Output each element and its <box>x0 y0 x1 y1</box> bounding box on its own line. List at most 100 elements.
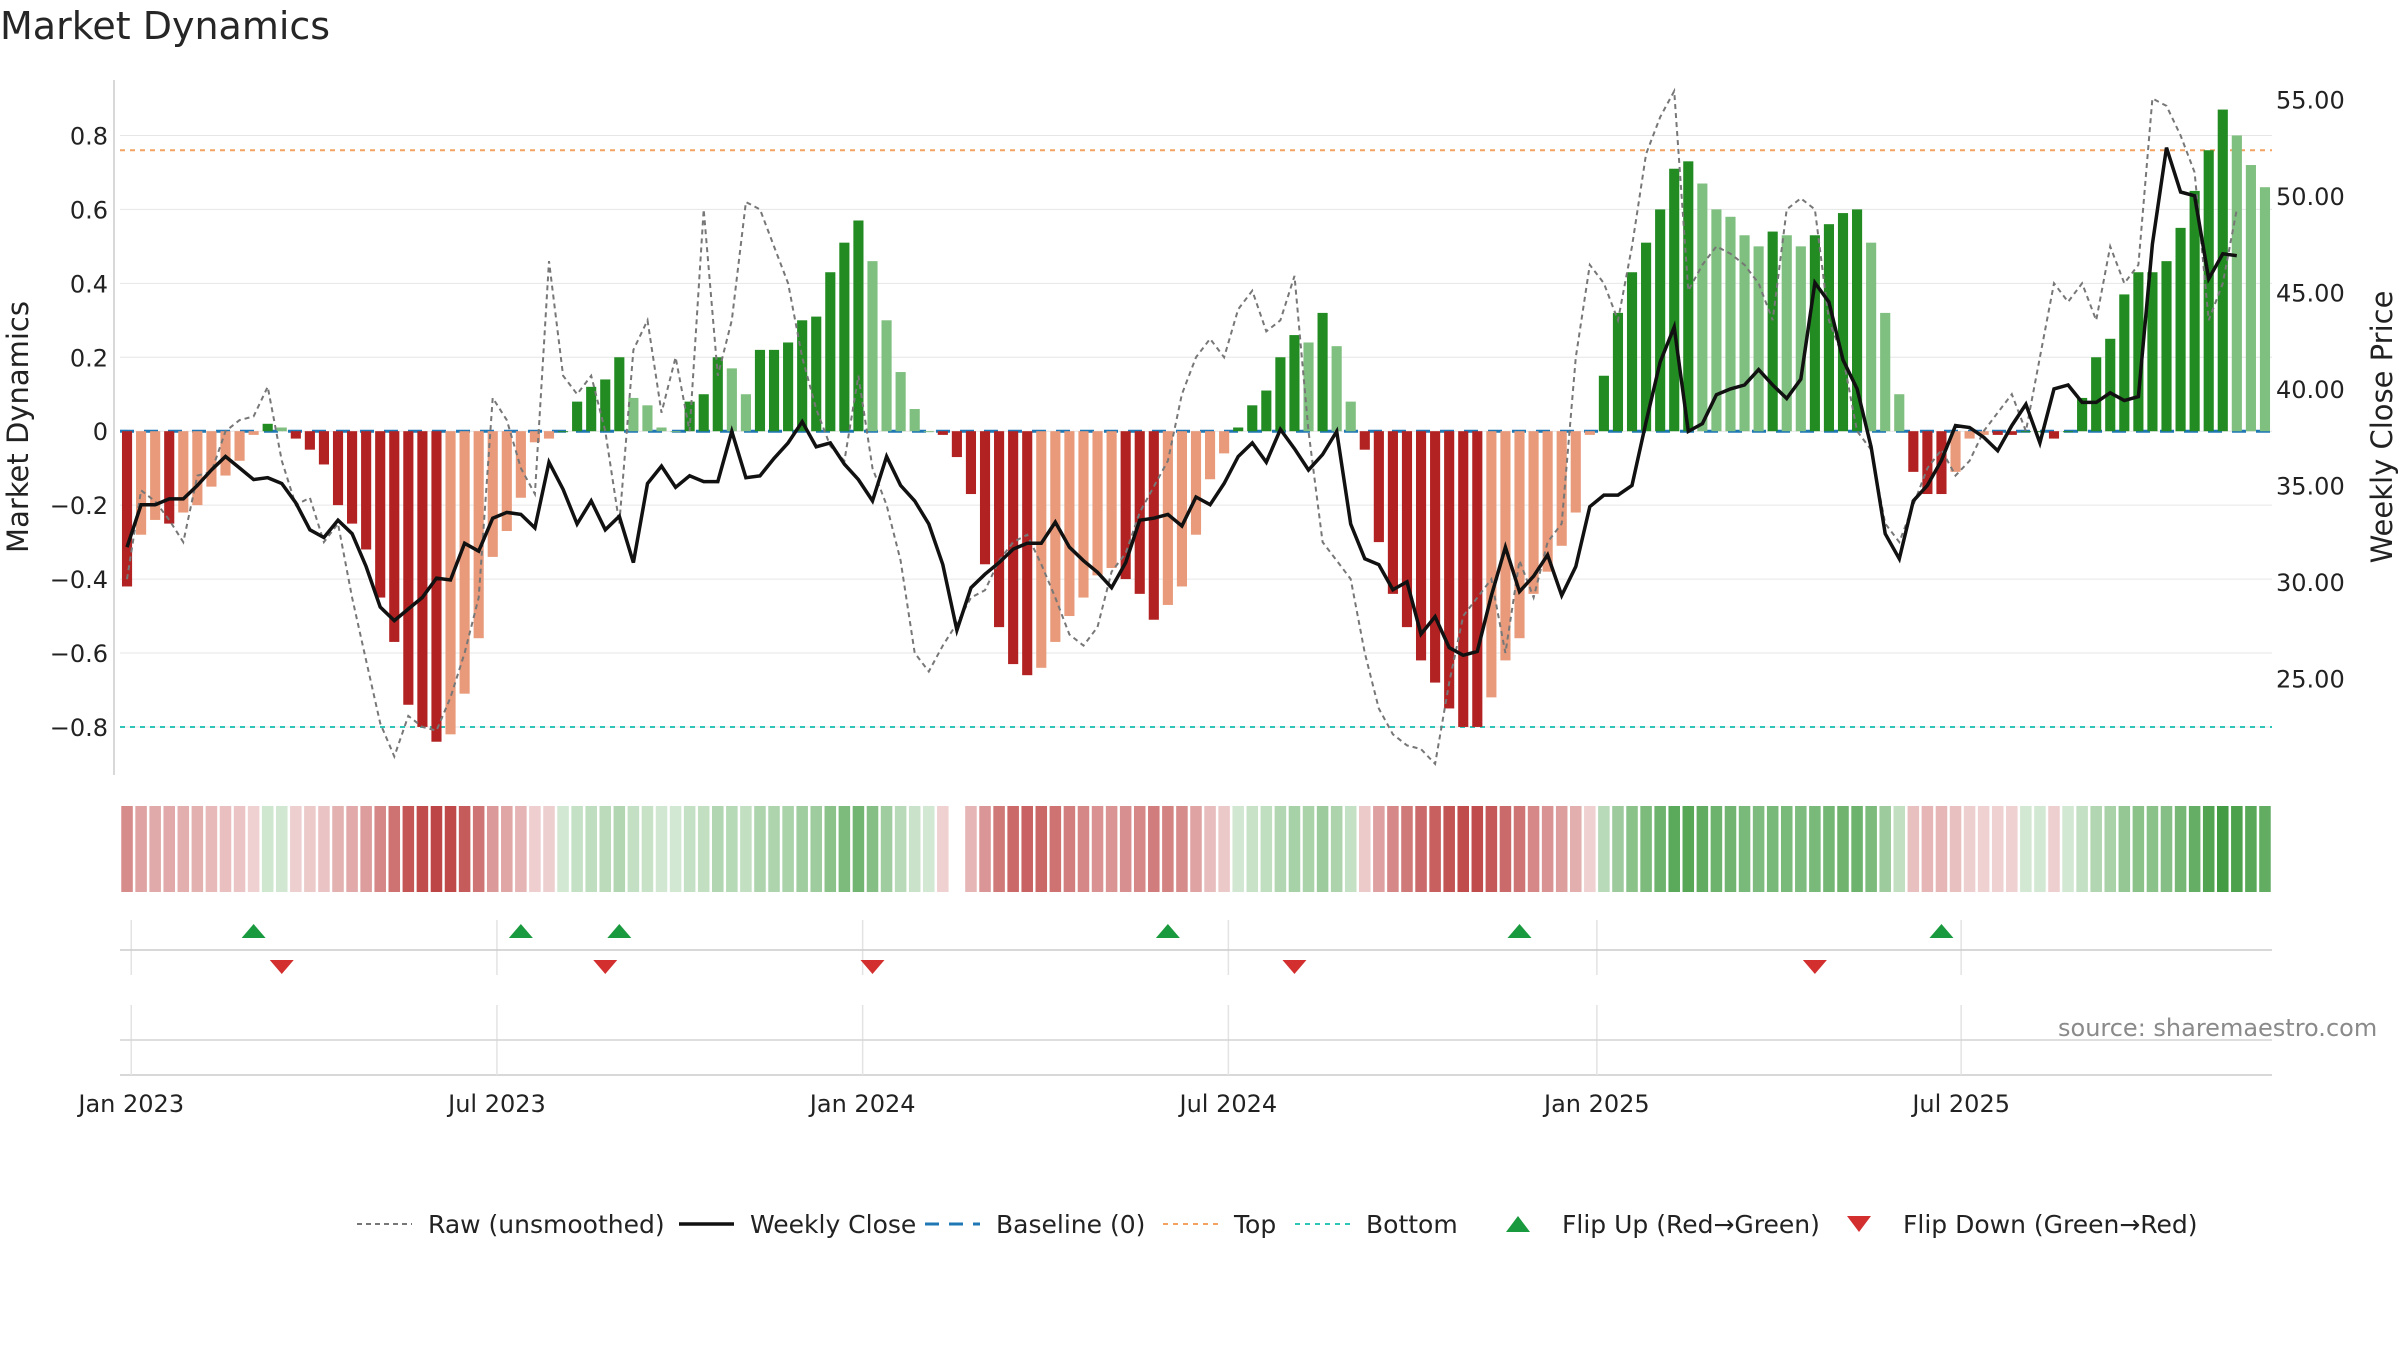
dynamics-bar <box>1683 161 1694 432</box>
dynamics-bar <box>1415 431 1427 661</box>
dynamics-bar <box>1317 312 1328 432</box>
regime-cell <box>1991 806 2004 892</box>
regime-cell <box>2217 806 2229 892</box>
regime-cell <box>2174 806 2187 892</box>
regime-cell <box>1302 806 1315 892</box>
regime-cell <box>683 806 696 892</box>
legend-item-raw: Raw (unsmoothed) <box>357 1210 665 1239</box>
dynamics-bar <box>1233 427 1244 432</box>
regime-cell <box>163 806 175 892</box>
dynamics-bar <box>768 349 780 432</box>
regime-cell <box>1851 806 1863 892</box>
dynamics-bar <box>1978 431 1989 435</box>
regime-cell <box>2160 806 2173 892</box>
dynamics-bar <box>1598 375 1609 432</box>
regime-cell <box>627 806 640 892</box>
regime-cell <box>810 806 823 892</box>
dynamics-bar <box>1219 431 1230 454</box>
flip-up-marker <box>241 924 266 938</box>
x-tick-label: Jul 2024 <box>1178 1090 1278 1118</box>
regime-cell <box>1738 806 1751 892</box>
regime-cell <box>993 806 1005 892</box>
dynamics-bar <box>1795 246 1806 432</box>
legend-label: Flip Up (Red→Green) <box>1562 1210 1820 1239</box>
dynamics-bar <box>825 272 836 432</box>
regime-cell <box>866 806 879 892</box>
regime-cell <box>1443 806 1455 892</box>
regime-cell <box>1007 806 1019 892</box>
flip-up-marker <box>1155 924 1180 938</box>
dynamics-bar <box>332 431 344 506</box>
flip-down-marker <box>1802 960 1827 974</box>
dynamics-bar <box>1134 431 1145 594</box>
regime-cell <box>571 806 583 892</box>
dynamics-bar <box>853 220 864 432</box>
x-tick-label: Jan 2025 <box>1542 1090 1650 1118</box>
regime-cell <box>1682 806 1695 892</box>
dynamics-bar <box>136 431 147 535</box>
regime-cell <box>2104 806 2117 892</box>
dynamics-bar <box>1430 431 1441 683</box>
dynamics-bar <box>740 394 751 432</box>
dynamics-bar <box>276 427 287 432</box>
regime-cell <box>1133 806 1146 892</box>
regime-cell <box>2259 806 2271 892</box>
regime-cell <box>1555 806 1568 892</box>
dynamics-bar <box>628 397 639 432</box>
regime-cell <box>557 806 569 892</box>
dynamics-bar <box>2175 227 2186 432</box>
regime-cell <box>388 806 401 892</box>
x-tick-label: Jul 2025 <box>1910 1090 2010 1118</box>
dynamics-bar <box>262 423 273 432</box>
dynamics-bar <box>1837 213 1849 432</box>
regime-cell <box>1274 806 1287 892</box>
regime-cell <box>1865 806 1877 892</box>
flip-up-marker <box>1507 924 1532 938</box>
regime-cell <box>585 806 597 892</box>
raw-line <box>126 87 2238 767</box>
regime-cell <box>880 806 893 892</box>
regime-cell <box>1795 806 1807 892</box>
regime-cell <box>1935 806 1948 892</box>
regime-cell <box>1429 806 1441 892</box>
regime-cell <box>205 806 218 892</box>
y-axis-label: Market Dynamics <box>1 301 35 553</box>
regime-cell <box>2245 806 2257 892</box>
regime-cell <box>1232 806 1244 892</box>
regime-cell <box>1119 806 1132 892</box>
regime-cell <box>2062 806 2074 892</box>
dynamics-bar <box>1345 401 1356 432</box>
dynamics-bar <box>2147 272 2158 432</box>
dynamics-bar <box>1753 246 1764 432</box>
regime-cell <box>402 806 415 892</box>
dynamics-bar <box>1542 431 1553 572</box>
flip-down-marker <box>1282 960 1307 974</box>
dynamics-bar <box>586 386 597 432</box>
dynamics-bar <box>1078 431 1089 598</box>
legend-label: Weekly Close <box>750 1210 916 1239</box>
legend-label: Flip Down (Green→Red) <box>1903 1210 2198 1239</box>
regime-cell <box>529 806 541 892</box>
dynamics-bar <box>304 431 315 450</box>
flip-markers <box>241 924 1954 974</box>
regime-cell <box>2048 806 2060 892</box>
regime-cell <box>1668 806 1680 892</box>
dynamics-bar <box>459 431 470 694</box>
regime-cell <box>1612 806 1624 892</box>
close-line <box>125 147 2238 658</box>
dynamics-bar <box>600 379 611 432</box>
dynamics-bar <box>1162 431 1173 605</box>
dynamics-bar <box>1880 312 1891 432</box>
dynamics-bar <box>2091 357 2102 432</box>
regime-cell <box>1415 806 1427 892</box>
dynamics-bar <box>501 431 512 532</box>
regime-cell <box>824 806 837 892</box>
dynamics-bar <box>1528 431 1539 594</box>
regime-cell <box>1077 806 1090 892</box>
dynamics-bar <box>1190 431 1202 535</box>
y-tick-label: 0.4 <box>70 270 108 298</box>
dynamics-bar <box>1514 431 1525 639</box>
regime-cell <box>1879 806 1891 892</box>
dynamics-bar <box>2062 431 2074 433</box>
